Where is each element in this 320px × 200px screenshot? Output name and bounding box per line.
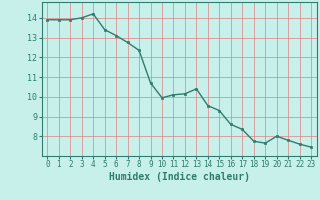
X-axis label: Humidex (Indice chaleur): Humidex (Indice chaleur) (109, 172, 250, 182)
